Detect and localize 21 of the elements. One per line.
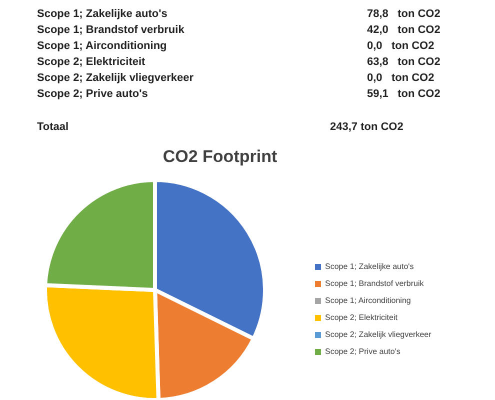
legend-label: Scope 1; Brandstof verbruik — [325, 278, 424, 290]
category-label: Scope 2; Elektriciteit — [37, 56, 146, 68]
category-label: Scope 1; Zakelijke auto's — [37, 8, 168, 20]
legend-label: Scope 2; Zakelijk vliegverkeer — [325, 329, 432, 341]
category-label: Scope 2; Zakelijk vliegverkeer — [37, 72, 194, 84]
slice-label: Scope 2; Prive auto's — [37, 87, 149, 102]
category-label: Scope 1; Airconditioning — [37, 40, 167, 52]
legend-label: Scope 1; Airconditioning — [325, 295, 411, 307]
legend-label: Scope 2; Elektriciteit — [325, 312, 398, 324]
legend-label: Scope 1; Zakelijke auto's — [325, 261, 414, 273]
category-label: Scope 1; Brandstof verbruik — [37, 24, 184, 36]
legend-label: Scope 2; Prive auto's — [325, 346, 400, 358]
text: CO2 Footprint — [162, 147, 278, 166]
text: 243,7 ton CO2 — [330, 120, 404, 135]
text: 42,0 ton CO2 — [367, 23, 440, 38]
text: 63,8 ton CO2 — [367, 55, 440, 70]
text: Totaal — [37, 120, 70, 135]
text: 59,1 ton CO2 — [367, 87, 440, 102]
text: 78,8 ton CO2 — [367, 7, 440, 22]
text: 0,0 ton CO2 — [367, 71, 434, 86]
text: 0,0 ton CO2 — [367, 39, 434, 54]
